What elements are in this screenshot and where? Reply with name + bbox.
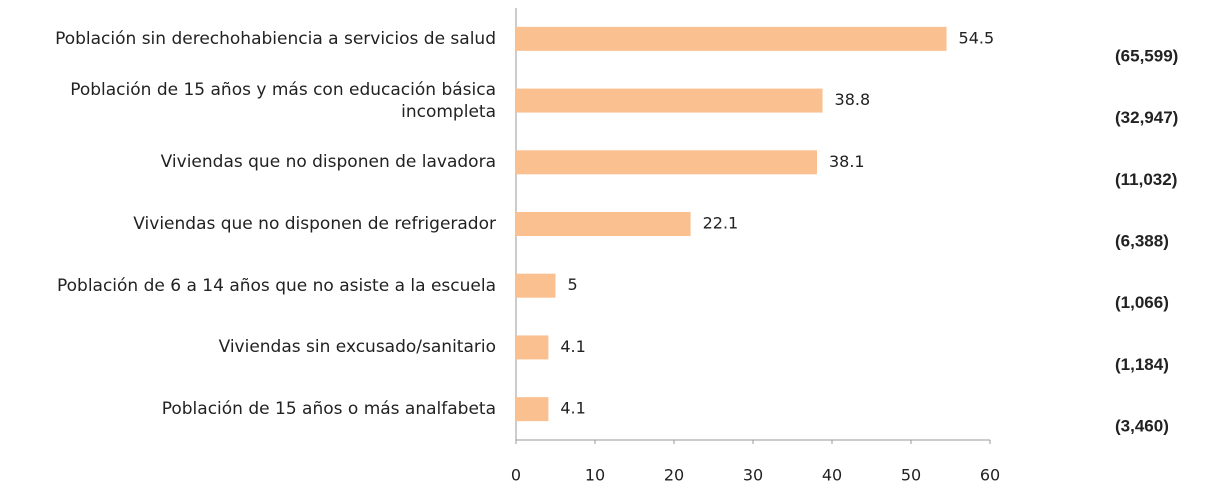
data-label: 4.1 — [560, 399, 585, 418]
x-tick-label: 40 — [822, 466, 842, 485]
count-annotation: (6,388) — [1115, 231, 1169, 250]
data-label: 22.1 — [703, 214, 739, 233]
data-label: 38.1 — [829, 152, 865, 171]
category-label: Viviendas que no disponen de refrigerado… — [133, 214, 496, 234]
count-annotation: (1,184) — [1115, 355, 1169, 374]
count-annotation: (3,460) — [1115, 417, 1169, 436]
x-tick-label: 60 — [980, 466, 1000, 485]
count-annotation: (32,947) — [1115, 108, 1178, 127]
x-tick-label: 50 — [901, 466, 921, 485]
count-annotation: (11,032) — [1115, 170, 1177, 189]
data-label: 38.8 — [835, 90, 871, 109]
data-label: 4.1 — [560, 337, 585, 356]
data-label: 54.5 — [959, 28, 995, 47]
bar — [516, 397, 549, 422]
bar — [516, 335, 549, 360]
x-tick-label: 0 — [511, 466, 521, 485]
bar — [516, 150, 817, 175]
bar — [516, 212, 691, 236]
category-label: Viviendas que no disponen de lavadora — [160, 152, 496, 173]
category-label: Población de 6 a 14 años que no asiste a… — [56, 275, 496, 296]
bar — [516, 88, 823, 113]
x-tick-label: 30 — [743, 466, 763, 485]
count-annotation: (1,066) — [1115, 293, 1169, 312]
category-label: Población sin derechohabiencia a servici… — [55, 28, 496, 49]
count-annotation: (65,599) — [1115, 46, 1178, 65]
x-tick-label: 20 — [664, 466, 684, 485]
category-label: Viviendas sin excusado/sanitario — [218, 337, 496, 358]
data-label: 5 — [568, 275, 578, 294]
bar — [516, 273, 556, 298]
category-label: Población de 15 años y más con educación… — [70, 79, 496, 122]
x-tick-label: 10 — [585, 466, 605, 485]
bar — [516, 26, 947, 51]
category-label: Población de 15 años o más analfabeta — [161, 399, 496, 420]
